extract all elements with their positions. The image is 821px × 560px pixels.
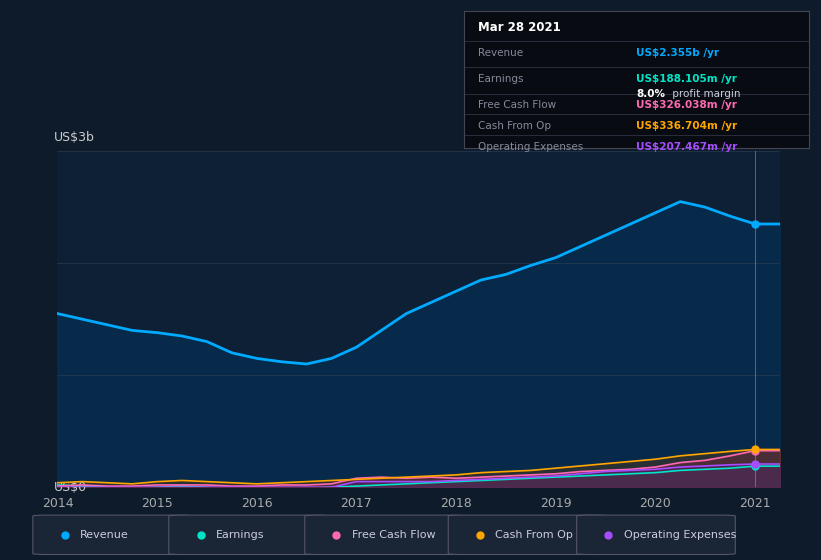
Text: Earnings: Earnings [216, 530, 264, 540]
Text: US$336.704m /yr: US$336.704m /yr [636, 121, 737, 131]
Text: Free Cash Flow: Free Cash Flow [351, 530, 435, 540]
Text: US$188.105m /yr: US$188.105m /yr [636, 74, 737, 85]
Text: Operating Expenses: Operating Expenses [623, 530, 736, 540]
FancyBboxPatch shape [305, 515, 463, 554]
Text: US$326.038m /yr: US$326.038m /yr [636, 100, 737, 110]
Text: US$0: US$0 [54, 480, 87, 494]
Text: profit margin: profit margin [669, 88, 741, 99]
Text: Free Cash Flow: Free Cash Flow [478, 100, 556, 110]
Text: 8.0%: 8.0% [636, 88, 665, 99]
Text: Earnings: Earnings [478, 74, 523, 85]
Text: Revenue: Revenue [478, 48, 523, 58]
FancyBboxPatch shape [576, 515, 736, 554]
FancyBboxPatch shape [448, 515, 607, 554]
Text: Cash From Op: Cash From Op [495, 530, 573, 540]
Text: Revenue: Revenue [80, 530, 128, 540]
Text: US$2.355b /yr: US$2.355b /yr [636, 48, 719, 58]
FancyBboxPatch shape [33, 515, 191, 554]
Text: Operating Expenses: Operating Expenses [478, 142, 583, 152]
Text: Cash From Op: Cash From Op [478, 121, 551, 131]
Text: Mar 28 2021: Mar 28 2021 [478, 21, 561, 34]
Text: US$3b: US$3b [54, 132, 94, 144]
FancyBboxPatch shape [169, 515, 328, 554]
Text: US$207.467m /yr: US$207.467m /yr [636, 142, 737, 152]
